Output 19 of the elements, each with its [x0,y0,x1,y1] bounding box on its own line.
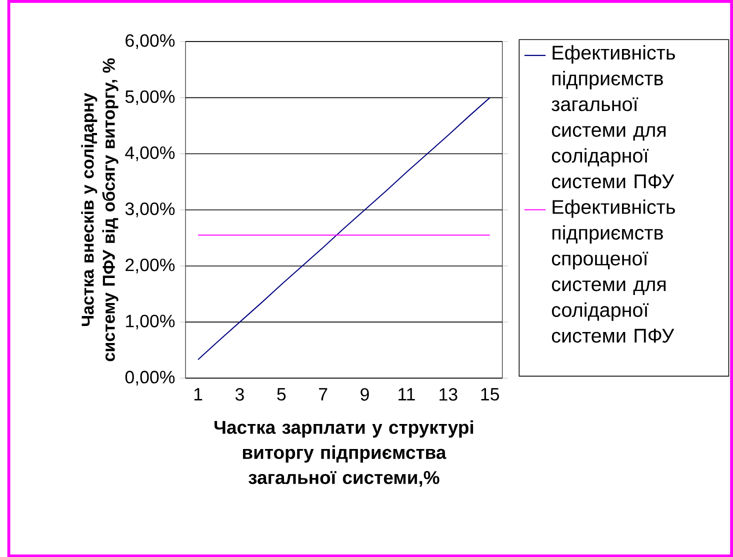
x-tick-label: 11 [398,388,415,400]
x-axis-title: Частка зарплати у структурі виторгу підприємства загальної системи,% [214,420,474,487]
x-tick-label: 5 [277,388,286,400]
y-tick-label: 1,00% [126,314,175,330]
y-tick-label: 0,00% [125,370,175,386]
legend-label: Ефективність підприємств спрощеної системи для солідарної системи ПФУ [552,199,675,343]
x-tick-label: 3 [235,388,244,401]
legend-label: Ефективність підприємств загальної системи для солідарної системи ПФУ [552,44,675,188]
y-tick-label: 6,00% [126,34,175,49]
y-axis-title: Частка внесків у солідарну систему ПФУ від обсягу виторгу, % [81,58,118,362]
x-tick-label: 1 [194,388,202,400]
y-tick-label: 4,00% [125,146,175,161]
x-tick-label: 9 [360,388,369,401]
x-tick-label: 7 [319,388,328,400]
y-tick-label: 2,00% [126,258,175,274]
y-tick-label: 5,00% [125,90,175,105]
x-tick-label: 13 [440,388,458,401]
x-tick-label: 15 [481,388,499,400]
y-tick-label: 3,00% [125,202,175,218]
